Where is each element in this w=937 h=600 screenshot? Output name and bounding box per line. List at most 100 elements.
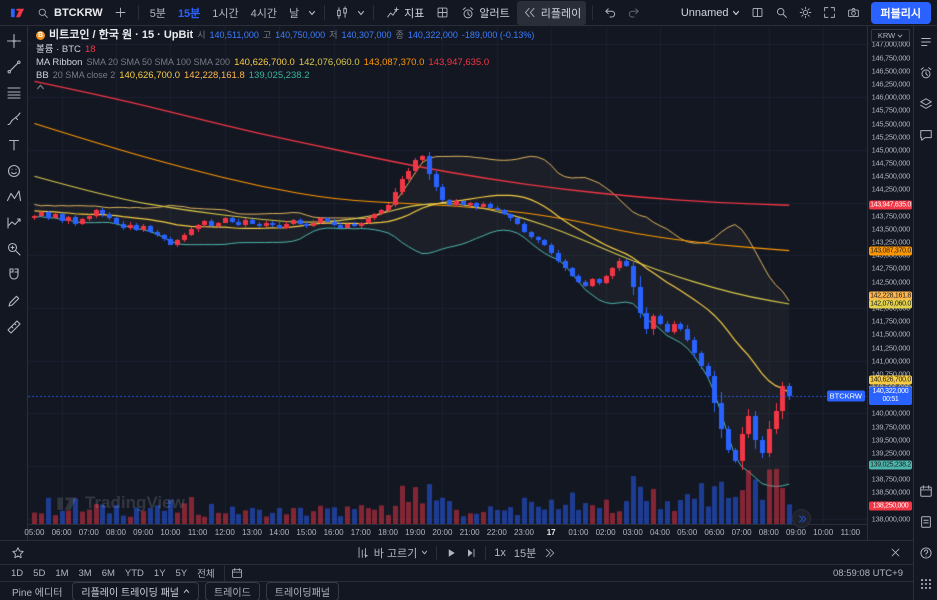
tab-trading-panel[interactable]: 트레이딩패널	[265, 581, 339, 600]
replay-step-forward-button[interactable]	[465, 547, 477, 559]
volume-value: 18	[84, 44, 96, 55]
price-tick: 142,750,000	[871, 263, 911, 273]
price-chart-canvas[interactable]	[28, 26, 867, 524]
apps-grid-icon[interactable]	[917, 575, 935, 593]
watchlist-icon[interactable]	[917, 33, 935, 51]
time-label: 10:00	[160, 528, 181, 537]
layout-name-menu[interactable]: Unnamed	[676, 5, 745, 21]
symbol-title[interactable]: 비트코인 / 한국 원 · 15 · UpBit	[49, 29, 194, 41]
volume-legend-title[interactable]: 볼륨 · BTC	[36, 44, 81, 55]
timeframe-5m[interactable]: 5분	[149, 7, 166, 20]
tab-trade[interactable]: 트레이드	[204, 581, 260, 600]
range-5y[interactable]: 5Y	[175, 567, 188, 579]
range-1d[interactable]: 1D	[11, 567, 24, 579]
redo-icon[interactable]	[623, 3, 645, 23]
divider	[436, 545, 438, 560]
measure-ruler-icon[interactable]	[4, 317, 24, 337]
undo-icon[interactable]	[599, 3, 621, 23]
legend-collapse-icon[interactable]	[36, 83, 534, 92]
fullscreen-icon[interactable]	[819, 3, 841, 23]
magnet-tool-icon[interactable]	[4, 265, 24, 285]
favorites-star-icon[interactable]	[8, 543, 28, 563]
calendar-icon[interactable]	[917, 482, 935, 500]
timeframe-menu-caret-icon[interactable]	[306, 3, 318, 23]
timeframe-1d[interactable]: 날	[289, 7, 300, 20]
range-1y[interactable]: 1Y	[153, 567, 166, 579]
timeframe-4h[interactable]: 4시간	[250, 7, 278, 20]
divider	[373, 5, 375, 20]
compare-add-icon[interactable]	[110, 3, 132, 23]
divider	[324, 5, 326, 20]
jump-to-end-icon[interactable]	[544, 547, 556, 559]
timeframe-1h[interactable]: 1시간	[212, 7, 239, 20]
clock[interactable]: 08:59:08 UTC+9	[833, 567, 903, 579]
quick-search-icon[interactable]	[771, 3, 793, 23]
range-5d[interactable]: 5D	[33, 567, 46, 579]
time-axis[interactable]: 05:00 06:00 07:00 08:00 09:00 10:00 11:00 12:00…	[24, 524, 867, 540]
open-label: 시	[197, 30, 206, 40]
emoji-tool-icon[interactable]	[4, 161, 24, 181]
replay-button[interactable]: 리플레이	[516, 0, 587, 25]
alert-button[interactable]: 알러트	[455, 1, 514, 25]
range-6m[interactable]: 6M	[101, 567, 115, 579]
time-label: 12:00	[214, 528, 235, 537]
replay-play-button[interactable]	[445, 547, 457, 559]
tab-pine-editor[interactable]: Pine 에디터	[12, 587, 63, 599]
time-label: 11:00	[187, 528, 208, 537]
chat-icon[interactable]	[917, 126, 935, 144]
price-tick: 144,250,000	[871, 184, 911, 194]
crosshair-tool-icon[interactable]	[4, 31, 24, 51]
sma50-price-label: 142,076,060.0	[869, 299, 912, 309]
indicator-templates-icon[interactable]	[431, 3, 453, 23]
zoom-tool-icon[interactable]	[4, 239, 24, 259]
price-tick: 143,500,000	[871, 224, 911, 234]
range-toolbar: 1D 5D 1M 3M 6M YTD 1Y 5Y 전체 08:59:08 UTC…	[0, 564, 913, 581]
forecast-tool-icon[interactable]	[4, 213, 24, 233]
text-tool-icon[interactable]	[4, 135, 24, 155]
goto-date-calendar-icon[interactable]	[229, 566, 245, 580]
settings-gear-icon[interactable]	[795, 3, 817, 23]
replay-interval-button[interactable]: 15분	[513, 547, 537, 560]
price-tick: 146,500,000	[871, 66, 911, 76]
layout-grid-icon[interactable]	[747, 3, 769, 23]
ma-ribbon-legend-title[interactable]: MA Ribbon	[36, 57, 83, 68]
range-ytd[interactable]: YTD	[124, 567, 144, 579]
sma20-value: 140,626,700.0	[234, 57, 295, 68]
bb-legend-title[interactable]: BB	[36, 70, 49, 81]
range-1m[interactable]: 1M	[55, 567, 69, 579]
timeframe-15m[interactable]: 15분	[177, 7, 201, 20]
camera-snapshot-icon[interactable]	[843, 3, 865, 23]
indicators-button[interactable]: 지표	[380, 1, 429, 25]
pattern-tool-icon[interactable]	[4, 187, 24, 207]
time-label: 21:00	[459, 528, 480, 537]
drawing-toolbar	[0, 26, 28, 540]
tab-replay-trading-panel[interactable]: 리플레이 트레이딩 패널	[72, 581, 199, 600]
select-bar-button[interactable]: 바 고르기	[357, 545, 429, 561]
replay-close-icon[interactable]	[885, 543, 905, 563]
trend-line-tool-icon[interactable]	[4, 57, 24, 77]
price-tick: 139,250,000	[871, 448, 911, 458]
tradingview-logo[interactable]	[6, 3, 28, 23]
chart-type-caret-icon[interactable]	[355, 3, 367, 23]
notes-icon[interactable]	[917, 513, 935, 531]
range-all[interactable]: 전체	[197, 569, 215, 580]
publish-button[interactable]: 퍼블리시	[870, 1, 931, 24]
chart-type-candles-icon[interactable]	[331, 3, 353, 23]
price-axis[interactable]: KRW 138,000,000 138,250,000 138,500,000 138…	[867, 26, 913, 540]
object-tree-icon[interactable]	[917, 95, 935, 113]
time-label: 05:00	[677, 528, 698, 537]
fib-retracement-tool-icon[interactable]	[4, 83, 24, 103]
range-3m[interactable]: 3M	[78, 567, 92, 579]
help-icon[interactable]	[917, 544, 935, 562]
symbol-price-tag: BTCKRW	[826, 390, 865, 402]
brush-tool-icon[interactable]	[4, 109, 24, 129]
replay-speed-button[interactable]: 1x	[494, 546, 506, 559]
replay-label: 리플레이	[540, 7, 582, 20]
price-axis-currency[interactable]: KRW	[871, 29, 910, 42]
top-toolbar: BTCKRW 5분 15분 1시간 4시간 날 지표	[0, 0, 937, 26]
price-tick: 141,000,000	[871, 356, 911, 366]
symbol-search[interactable]: BTCKRW	[30, 1, 108, 25]
pencil-edit-icon[interactable]	[4, 291, 24, 311]
alerts-panel-icon[interactable]	[917, 64, 935, 82]
goto-realtime-button[interactable]	[792, 509, 811, 528]
